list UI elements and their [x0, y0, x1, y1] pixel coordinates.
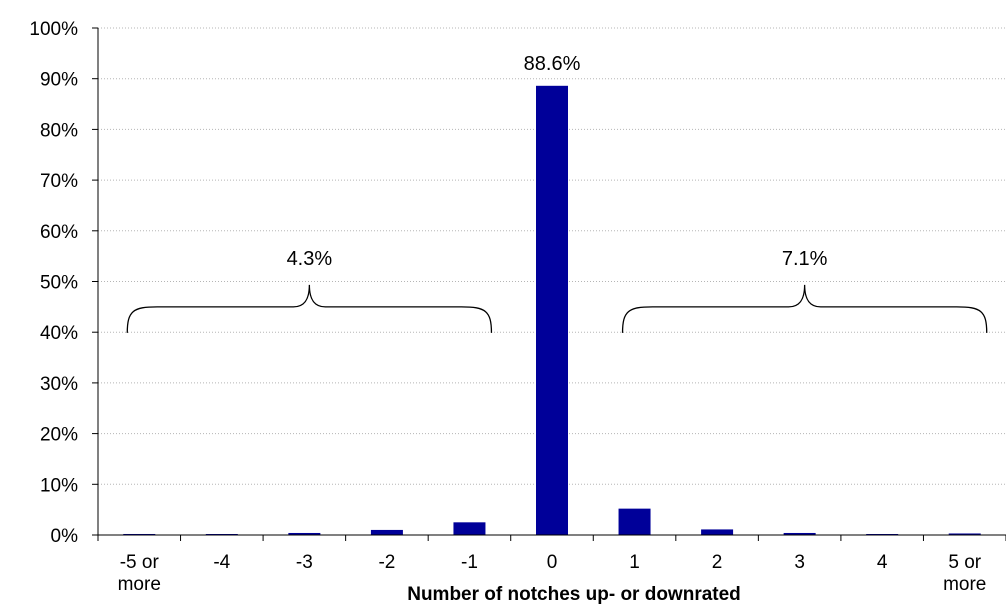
y-tick-label: 0% — [51, 526, 79, 547]
y-tick-label: 70% — [40, 171, 78, 192]
bar — [701, 529, 734, 535]
x-tick-labels: -5 or more -4 -3 -2 -1 0 1 2 3 4 5 or more — [118, 552, 987, 595]
annotations: 88.6% 4.3% 7.1% — [126, 53, 988, 333]
y-tick-label: 30% — [40, 374, 78, 395]
x-tick-label: 0 — [547, 552, 558, 573]
x-tick-label: 3 — [794, 552, 805, 573]
x-tick-label: 2 — [712, 552, 723, 573]
bars — [123, 85, 981, 535]
x-tick-label: -5 or more — [118, 552, 161, 595]
bar — [783, 532, 816, 535]
value-label: 88.6% — [524, 53, 581, 75]
bar — [536, 85, 568, 535]
x-tick-label: -3 — [296, 552, 313, 573]
y-tick-label: 90% — [40, 70, 78, 91]
bar — [618, 508, 651, 535]
y-tick-label: 10% — [40, 475, 78, 496]
y-tick-label: 40% — [40, 323, 78, 344]
bar — [370, 529, 403, 535]
y-tick-label: 20% — [40, 425, 78, 446]
group-share-label: 4.3% — [287, 248, 333, 270]
brace — [621, 284, 988, 333]
brace — [126, 284, 493, 333]
y-tick-label: 50% — [40, 273, 78, 294]
x-tick-label: 4 — [877, 552, 888, 573]
group-share-label: 7.1% — [782, 248, 828, 270]
x-axis-label: Number of notches up- or downrated — [407, 584, 741, 605]
x-tick-label: -2 — [378, 552, 395, 573]
y-tick-label: 60% — [40, 222, 78, 243]
y-tick-label: 100% — [29, 19, 78, 40]
x-tick-label: 5 or more — [943, 552, 986, 595]
axes — [92, 27, 1006, 541]
bar — [453, 522, 486, 535]
y-tick-label: 80% — [40, 120, 78, 141]
x-tick-label: -1 — [461, 552, 478, 573]
x-tick-label: -4 — [213, 552, 230, 573]
x-tick-label: 1 — [629, 552, 640, 573]
bar — [123, 533, 156, 535]
bar — [288, 532, 321, 535]
bar — [948, 533, 981, 535]
y-tick-labels: 0% 10% 20% 30% 40% 50% 60% 70% 80% 90% 100% — [29, 19, 78, 547]
